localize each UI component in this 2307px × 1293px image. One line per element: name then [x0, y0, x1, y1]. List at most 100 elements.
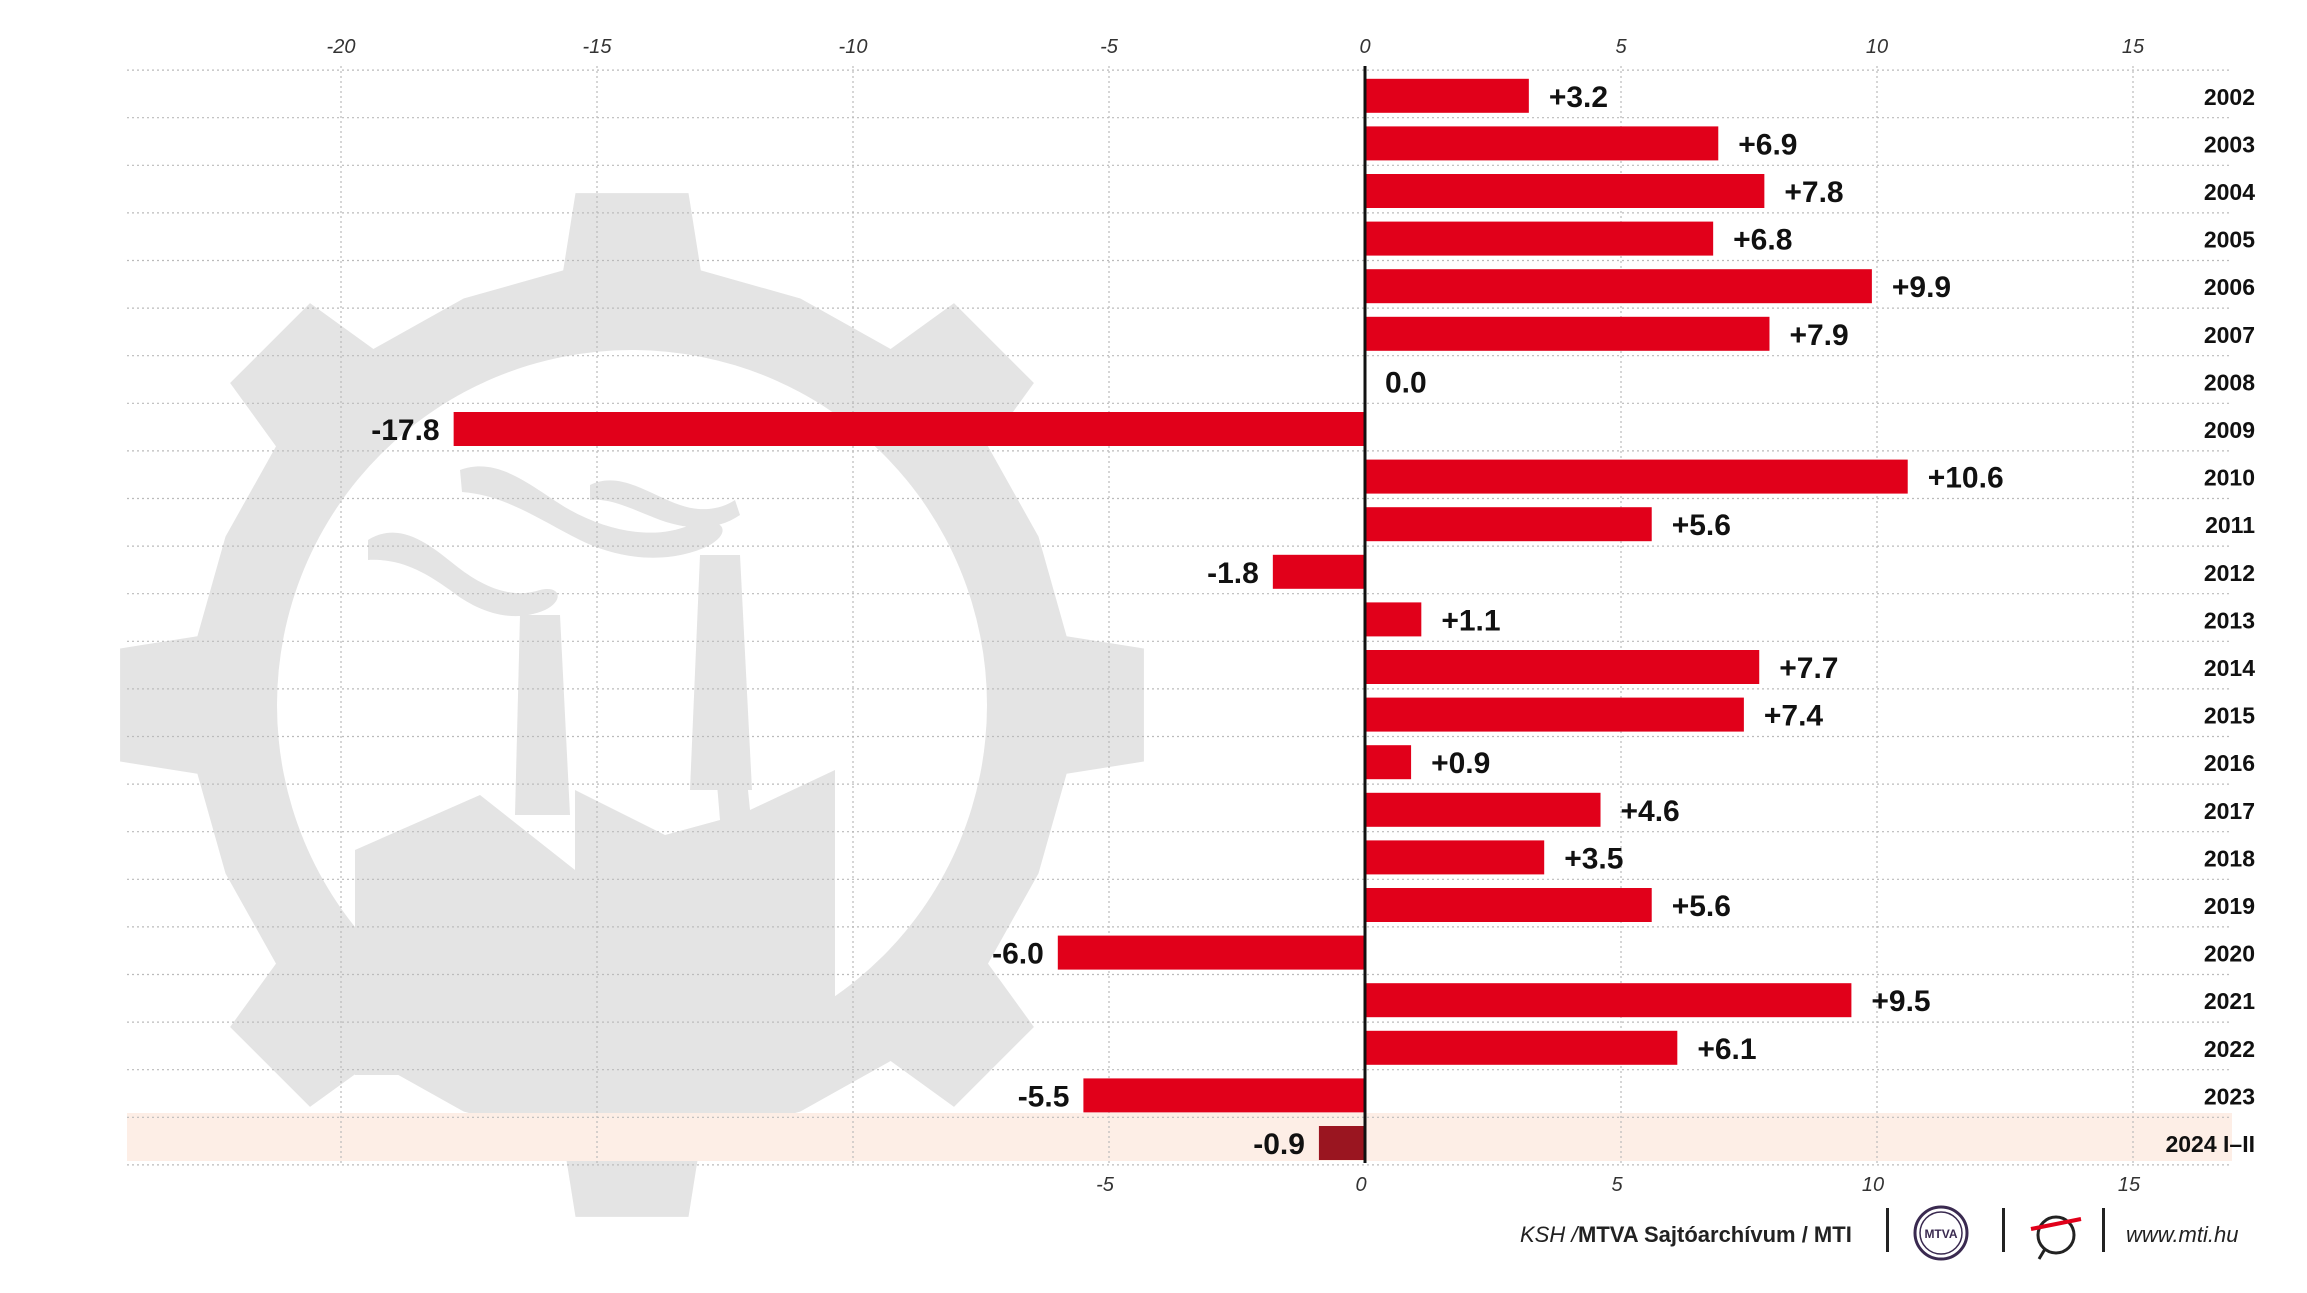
bar-2005	[1365, 221, 1714, 256]
bar-2010	[1365, 459, 1908, 494]
category-label: 2013	[2204, 607, 2255, 633]
value-label: +9.9	[1892, 271, 1951, 304]
chimney-right	[690, 555, 752, 790]
category-label: 2019	[2204, 893, 2255, 919]
value-label: +3.2	[1549, 81, 1608, 114]
top-tick-label: -15	[583, 36, 613, 58]
footer-credits: KSH / MTVA Sajtóarchívum / MTI MTVA www.…	[1520, 1200, 2260, 1270]
bar-2022	[1365, 1030, 1678, 1065]
value-label: +9.5	[1871, 985, 1930, 1018]
separator	[2002, 1208, 2005, 1252]
bar-2018	[1365, 840, 1545, 875]
value-label: +7.4	[1764, 700, 1824, 733]
top-tick-label: -5	[1100, 36, 1119, 58]
value-label: +6.8	[1733, 224, 1792, 257]
category-label: 2020	[2204, 941, 2255, 967]
category-label: 2021	[2204, 988, 2255, 1014]
value-label: +7.8	[1784, 176, 1843, 209]
bar-2011	[1365, 507, 1652, 542]
source-ksh: KSH /	[1520, 1222, 1578, 1247]
category-label: 2023	[2204, 1083, 2255, 1109]
value-label: +3.5	[1564, 842, 1623, 875]
bar-2009	[453, 412, 1365, 446]
top-tick-label: -10	[839, 36, 868, 58]
category-label: 2016	[2204, 750, 2255, 776]
bars	[453, 78, 1908, 1160]
bar-2017	[1365, 792, 1601, 827]
category-label: 2011	[2205, 512, 2255, 538]
top-tick-label: 0	[1359, 36, 1370, 58]
bar-2024-I–II	[1318, 1126, 1365, 1160]
smoke-right	[460, 466, 723, 558]
category-label: 2009	[2204, 417, 2255, 443]
mtva-logo-icon: MTVA	[1913, 1205, 1969, 1261]
grid-lines	[127, 66, 2232, 1166]
top-axis-ticks: -20 -15 -10 -5 0 5 10 15	[327, 36, 2145, 58]
top-tick-label: 5	[1615, 36, 1627, 58]
bar-2013	[1365, 602, 1422, 637]
value-label: +1.1	[1441, 604, 1500, 637]
value-label: -6.0	[992, 938, 1044, 971]
source-mtva: MTVA Sajtóarchívum / MTI	[1578, 1222, 1852, 1247]
category-label: 2012	[2204, 560, 2255, 586]
bar-2012	[1272, 554, 1365, 589]
smoke-left	[368, 532, 558, 617]
category-label: 2008	[2204, 369, 2255, 395]
bar-2023	[1083, 1078, 1365, 1113]
bottom-axis-ticks: -5 0 5 10 15	[1096, 1174, 2141, 1196]
bar-2020	[1057, 935, 1365, 970]
value-label: +5.6	[1672, 890, 1731, 923]
value-label: +6.1	[1697, 1033, 1756, 1066]
value-label: +10.6	[1928, 462, 2004, 495]
bar-2007	[1365, 316, 1770, 351]
category-label: 2017	[2204, 798, 2255, 824]
category-label: 2007	[2204, 322, 2255, 348]
bar-2002	[1365, 78, 1529, 113]
value-label: +5.6	[1672, 509, 1731, 542]
website-link[interactable]: www.mti.hu	[2126, 1222, 2239, 1247]
separator	[1886, 1208, 1889, 1252]
top-tick-label: 15	[2122, 36, 2145, 58]
category-label: 2024 I–II	[2165, 1131, 2255, 1157]
bar-2006	[1365, 269, 1872, 304]
category-label: 2022	[2204, 1036, 2255, 1062]
category-label: 2010	[2204, 465, 2255, 491]
bar-2016	[1365, 745, 1412, 780]
top-tick-label: -20	[327, 36, 356, 58]
bar-2014	[1365, 650, 1760, 684]
bar-2003	[1365, 126, 1719, 161]
value-label: -5.5	[1018, 1080, 1070, 1113]
chimney-left	[515, 615, 570, 815]
bottom-tick-label: 5	[1611, 1174, 1623, 1196]
bottom-tick-label: 10	[1862, 1174, 1884, 1196]
category-label: 2003	[2204, 131, 2255, 157]
bar-2019	[1365, 888, 1652, 922]
category-label: 2014	[2204, 655, 2255, 681]
gear-factory-watermark	[120, 193, 1144, 1217]
bar-2015	[1365, 697, 1744, 732]
value-label: 0.0	[1385, 366, 1427, 399]
category-label: 2004	[2204, 179, 2255, 205]
bottom-tick-label: 15	[2118, 1174, 2141, 1196]
value-label: +7.9	[1789, 319, 1848, 352]
value-label: -17.8	[371, 414, 439, 447]
year-labels: 2002 2003 2004 2005 2006 2007 2008 2009 2010 2011…	[2165, 84, 2255, 1157]
category-label: 2005	[2204, 227, 2255, 253]
mti-logo-icon	[2030, 1215, 2082, 1260]
smoke-right-2	[590, 480, 740, 528]
mtva-logo-text: MTVA	[1924, 1227, 1957, 1241]
bottom-tick-label: 0	[1355, 1174, 1366, 1196]
category-label: 2006	[2204, 274, 2255, 300]
top-tick-label: 10	[1866, 36, 1888, 58]
value-label: +7.7	[1779, 652, 1838, 685]
value-labels: +3.2 +6.9 +7.8 +6.8 +9.9 +7.9 0.0 -17.8 +10.6 +5.…	[371, 81, 2003, 1161]
separator	[2102, 1208, 2105, 1252]
value-label: -0.9	[1253, 1128, 1305, 1161]
bar-2004	[1365, 174, 1765, 208]
value-label: +0.9	[1431, 747, 1490, 780]
category-label: 2002	[2204, 84, 2255, 110]
value-label: -1.8	[1207, 557, 1259, 590]
category-label: 2018	[2204, 845, 2255, 871]
bar-2021	[1365, 983, 1852, 1018]
